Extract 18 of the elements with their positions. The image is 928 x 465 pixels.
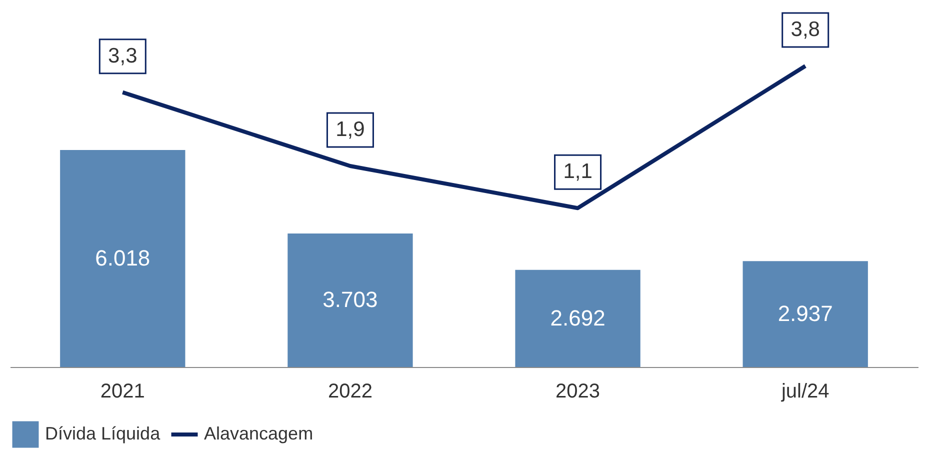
bar (288, 233, 413, 367)
bar (742, 261, 868, 367)
data-label: 2.692 (550, 305, 606, 330)
x-tick-label: 2022 (328, 380, 372, 402)
data-label: 3,3 (108, 44, 138, 68)
x-tick-label: 2021 (100, 380, 145, 402)
data-label: 1,9 (336, 118, 365, 141)
x-tick-label: 2023 (556, 380, 600, 402)
bar (515, 270, 640, 367)
data-label: 6.018 (95, 246, 150, 270)
data-label: 2.937 (778, 301, 833, 326)
data-label: 1,1 (563, 160, 592, 184)
bar (60, 150, 186, 367)
data-label: 3.703 (322, 287, 378, 312)
legend-label: Dívida Líquida (45, 424, 162, 444)
data-label: 3,8 (790, 18, 820, 41)
legend-label: Alavancagem (204, 424, 314, 444)
x-tick-label: jul/24 (780, 380, 830, 402)
